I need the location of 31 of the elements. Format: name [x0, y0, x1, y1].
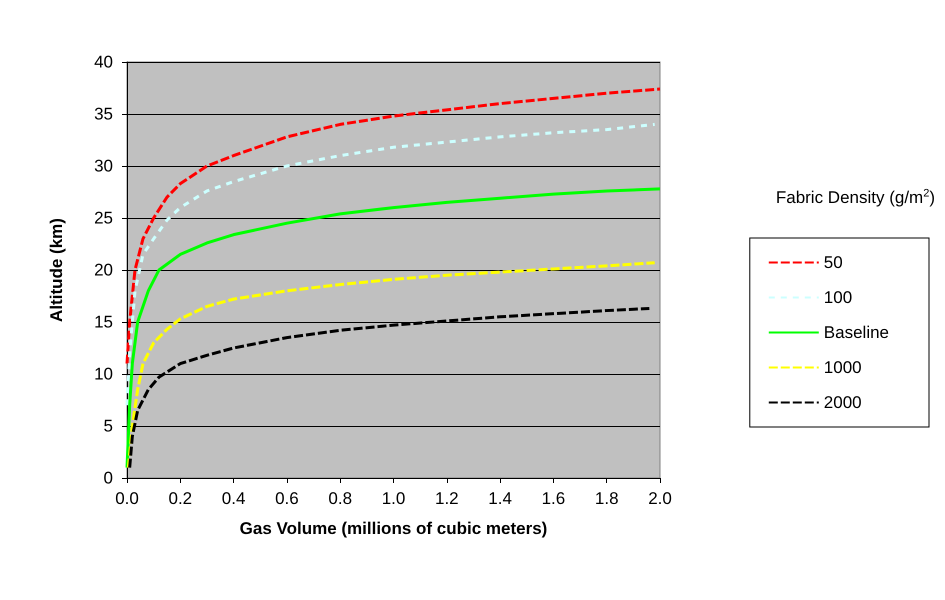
legend-label: 50 [824, 253, 843, 272]
y-tick-label: 10 [94, 364, 113, 384]
y-axis-title: Altitude (km) [47, 218, 66, 322]
x-tick-label: 1.6 [542, 489, 566, 508]
line-series [126, 122, 656, 407]
y-tick-label: 0 [104, 468, 113, 488]
legend-label: 100 [824, 288, 852, 307]
line-series [126, 88, 662, 366]
line-series [126, 187, 662, 470]
y-tick-label: 35 [94, 104, 113, 124]
y-tick-label: 40 [94, 52, 113, 72]
x-tick-label: 0.6 [275, 489, 299, 508]
x-axis-title: Gas Volume (millions of cubic meters) [240, 519, 548, 538]
y-tick-label: 25 [94, 208, 113, 228]
y-tick-label: 20 [94, 260, 113, 280]
x-tick-label: 1.0 [382, 489, 406, 508]
x-tick-label: 1.8 [594, 489, 619, 508]
legend-label: Baseline [824, 323, 890, 342]
x-tick-label: 0.0 [115, 489, 139, 508]
y-tick-label: 5 [104, 416, 113, 436]
legend-label: 2000 [824, 393, 862, 412]
x-tick-label: 1.2 [434, 489, 459, 508]
line-series [126, 261, 656, 470]
x-tick-label: 0.2 [168, 489, 192, 508]
x-tick-label: 2.0 [648, 489, 672, 508]
legend-label: 1000 [824, 358, 862, 377]
x-tick-label: 0.4 [222, 489, 246, 508]
y-tick-label: 15 [94, 312, 113, 332]
x-tick-label: 1.4 [488, 489, 512, 508]
y-tick-label: 30 [94, 156, 113, 176]
x-tick-label: 0.8 [328, 489, 352, 508]
